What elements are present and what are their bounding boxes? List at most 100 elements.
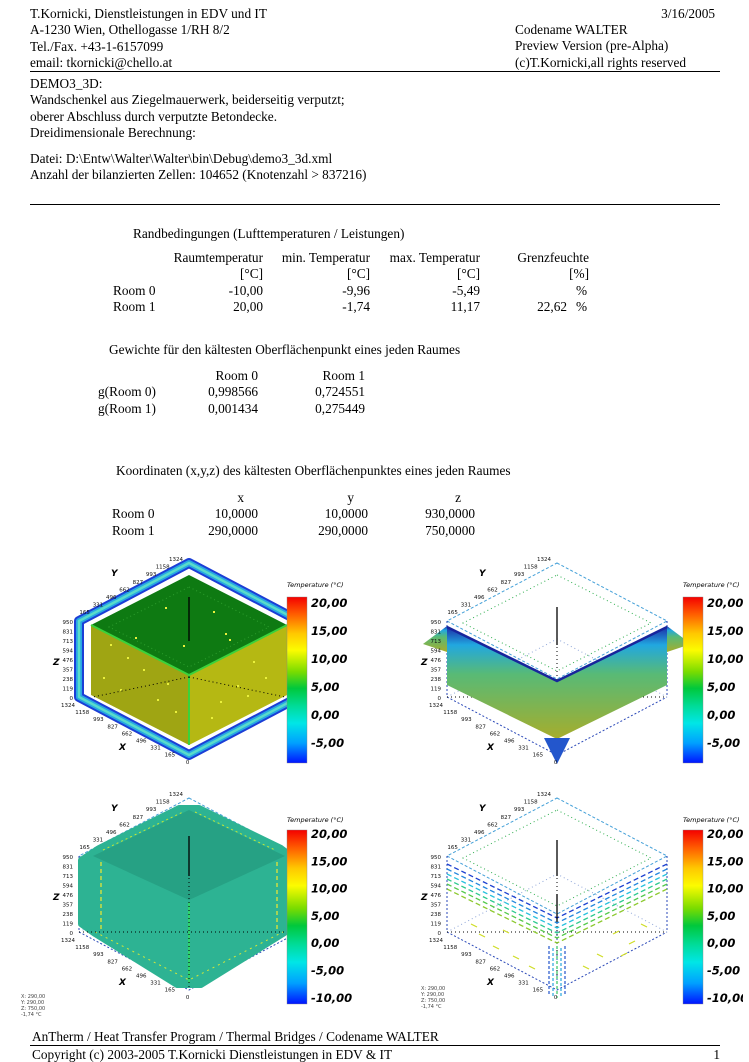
svg-text:0: 0 bbox=[438, 931, 442, 937]
value-cell: 11,17 bbox=[450, 299, 480, 315]
svg-text:993: 993 bbox=[146, 807, 157, 813]
svg-text:119: 119 bbox=[63, 687, 74, 693]
svg-text:1158: 1158 bbox=[443, 945, 457, 951]
svg-text:0,00: 0,00 bbox=[311, 936, 339, 950]
svg-text:5,00: 5,00 bbox=[707, 909, 735, 923]
svg-text:1324: 1324 bbox=[537, 792, 551, 798]
svg-text:5,00: 5,00 bbox=[311, 909, 339, 923]
description-line: oberer Abschluss durch verputzte Betonde… bbox=[30, 108, 278, 124]
svg-text:662: 662 bbox=[487, 822, 498, 828]
value-cell: -1,74 bbox=[342, 299, 370, 315]
x-axis-label: X bbox=[486, 743, 495, 753]
probe-annotation: X: 290,00Y: 290,00Z: 750,00-1,74 °C bbox=[420, 986, 445, 1010]
speckles bbox=[103, 607, 267, 719]
legend-title: Temperature (°C) bbox=[287, 581, 344, 589]
z-axis-ticks: 950 831 713 594 476 357 238 119 0 bbox=[63, 855, 74, 937]
svg-text:238: 238 bbox=[431, 677, 442, 683]
weights-table-title: Gewichte für den kältesten Oberflächenpu… bbox=[109, 342, 461, 357]
header-version: Preview Version (pre-Alpha) bbox=[515, 38, 669, 54]
svg-text:-5,00: -5,00 bbox=[311, 964, 344, 978]
row-label: g(Room 1) bbox=[98, 400, 156, 416]
svg-text:331: 331 bbox=[93, 838, 104, 844]
coords-table-title: Koordinaten (x,y,z) des kältesten Oberfl… bbox=[116, 463, 511, 478]
svg-text:831: 831 bbox=[431, 630, 442, 636]
svg-text:1158: 1158 bbox=[75, 945, 89, 951]
value-cell: 0,998566 bbox=[208, 384, 258, 400]
svg-text:119: 119 bbox=[63, 922, 74, 928]
weights-table: Room 0 Room 1 g(Room 0) 0,998566 0,72455… bbox=[98, 368, 365, 417]
legend-colorbar bbox=[682, 596, 704, 764]
svg-text:993: 993 bbox=[514, 807, 525, 813]
col-header: max. Temperatur bbox=[389, 250, 480, 265]
svg-text:662: 662 bbox=[122, 966, 133, 972]
z-axis-ticks: 950 831 713 594 476 357 238 119 0 bbox=[431, 855, 442, 937]
row-label: Room 0 bbox=[112, 506, 155, 522]
svg-text:950: 950 bbox=[63, 855, 74, 861]
y-axis-label: Y bbox=[111, 569, 119, 579]
color-legend: Temperature (°C) 20,00 15,00 10,00 5,00 0,00… bbox=[286, 581, 347, 764]
svg-text:357: 357 bbox=[63, 668, 74, 674]
svg-text:1324: 1324 bbox=[537, 557, 551, 563]
legend-labels: 20,00 15,00 10,00 5,00 0,00 -5,00 -10,00 bbox=[311, 827, 352, 1005]
svg-text:15,00: 15,00 bbox=[311, 624, 347, 638]
legend-title: Temperature (°C) bbox=[683, 816, 740, 824]
svg-text:165: 165 bbox=[533, 753, 544, 759]
svg-text:827: 827 bbox=[133, 815, 144, 821]
boundary-table-title: Randbedingungen (Lufttemperaturen / Leis… bbox=[133, 226, 405, 241]
svg-text:950: 950 bbox=[431, 855, 442, 861]
percent-sign: % bbox=[576, 299, 588, 315]
svg-text:1324: 1324 bbox=[429, 938, 443, 944]
svg-text:827: 827 bbox=[475, 724, 486, 730]
svg-text:662: 662 bbox=[490, 731, 501, 737]
svg-text:-5,00: -5,00 bbox=[707, 736, 740, 750]
svg-text:1324: 1324 bbox=[61, 703, 75, 709]
col-header: Raumtemperatur bbox=[173, 250, 263, 265]
z-axis-label: Z bbox=[52, 658, 60, 668]
probe-annotation: X: 290,00Y: 290,00Z: 750,00-1,74 °C bbox=[20, 994, 45, 1018]
svg-text:165: 165 bbox=[165, 988, 176, 994]
svg-text:15,00: 15,00 bbox=[311, 854, 347, 868]
value-cell bbox=[480, 283, 567, 299]
svg-text:1324: 1324 bbox=[429, 703, 443, 709]
svg-text:5,00: 5,00 bbox=[707, 680, 735, 694]
header-company: T.Kornicki, Dienstleistungen in EDV und … bbox=[30, 6, 267, 21]
svg-text:594: 594 bbox=[431, 649, 442, 655]
header-divider bbox=[30, 71, 720, 72]
svg-text:238: 238 bbox=[431, 912, 442, 918]
z-axis-ticks: 950 831 713 594 476 357 238 119 0 bbox=[63, 620, 74, 702]
svg-text:662: 662 bbox=[122, 731, 133, 737]
svg-text:165: 165 bbox=[79, 845, 90, 851]
coords-table: x y z Room 0 10,0000 10,0000 930,0000 Ro… bbox=[112, 490, 475, 539]
color-legend: Temperature (°C) 20,00 15,00 10,00 5,00 0,00… bbox=[286, 816, 352, 1005]
svg-text:0: 0 bbox=[438, 696, 442, 702]
svg-text:1158: 1158 bbox=[156, 800, 170, 806]
footer-copyright-line: Copyright (c) 2003-2005 T.Kornicki Diens… bbox=[32, 1047, 393, 1062]
svg-text:331: 331 bbox=[150, 981, 161, 987]
svg-text:1324: 1324 bbox=[169, 557, 183, 563]
svg-text:827: 827 bbox=[501, 580, 512, 586]
svg-text:1158: 1158 bbox=[524, 565, 538, 571]
value-cell: 0,724551 bbox=[315, 384, 365, 400]
svg-text:496: 496 bbox=[504, 974, 515, 980]
svg-text:1324: 1324 bbox=[169, 792, 183, 798]
svg-text:496: 496 bbox=[474, 595, 485, 601]
svg-text:331: 331 bbox=[461, 838, 472, 844]
isoline-column bbox=[548, 946, 566, 998]
col-header: min. Temperatur bbox=[281, 250, 370, 265]
color-legend: Temperature (°C) 20,00 15,00 10,00 5,00 0,00… bbox=[682, 581, 743, 764]
legend-labels: 20,00 15,00 10,00 5,00 0,00 -5,00 bbox=[707, 596, 743, 750]
header-date: 3/16/2005 bbox=[661, 6, 715, 21]
svg-text:Y: 290,00: Y: 290,00 bbox=[420, 992, 444, 998]
svg-text:331: 331 bbox=[93, 603, 104, 609]
value-cell: 10,0000 bbox=[214, 506, 258, 522]
svg-text:831: 831 bbox=[63, 865, 74, 871]
svg-text:0: 0 bbox=[186, 760, 190, 766]
svg-text:165: 165 bbox=[533, 988, 544, 994]
svg-text:993: 993 bbox=[514, 572, 525, 578]
